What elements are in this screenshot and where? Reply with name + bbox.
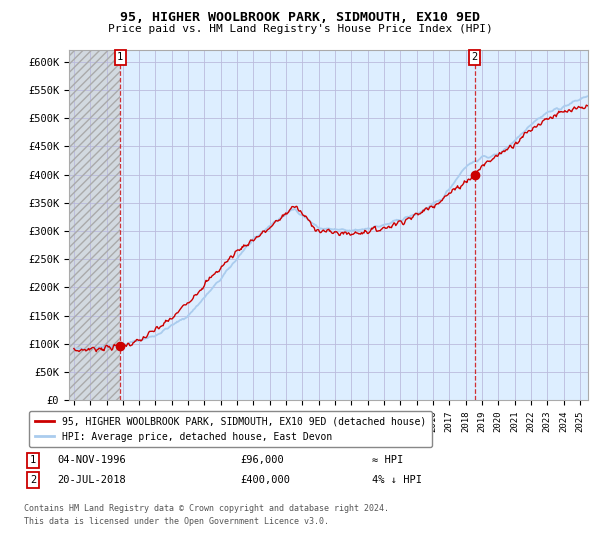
Text: 1: 1 — [117, 52, 124, 62]
Text: Price paid vs. HM Land Registry's House Price Index (HPI): Price paid vs. HM Land Registry's House … — [107, 24, 493, 34]
Legend: 95, HIGHER WOOLBROOK PARK, SIDMOUTH, EX10 9ED (detached house), HPI: Average pri: 95, HIGHER WOOLBROOK PARK, SIDMOUTH, EX1… — [29, 411, 432, 447]
Text: 04-NOV-1996: 04-NOV-1996 — [57, 455, 126, 465]
95, HIGHER WOOLBROOK PARK, SIDMOUTH, EX10 9ED (detached house) — [415, 212, 422, 218]
Text: This data is licensed under the Open Government Licence v3.0.: This data is licensed under the Open Gov… — [24, 517, 329, 526]
95, HIGHER WOOLBROOK PARK, SIDMOUTH, EX10 9ED (detached house) — [304, 215, 311, 222]
HPI: Average price, detached house, East Devon: (2.02e+03, 3.31e+05): Average price, detached house, East Devo… — [415, 210, 422, 217]
95, HIGHER WOOLBROOK PARK, SIDMOUTH, EX10 9ED (detached house) — [92, 348, 100, 355]
HPI: Average price, detached house, East Devon: (2e+03, 1.88e+05): Average price, detached house, East Devo… — [203, 291, 211, 297]
HPI: Average price, detached house, East Devon: (2.03e+03, 5.39e+05): Average price, detached house, East Devo… — [584, 93, 592, 100]
95, HIGHER WOOLBROOK PARK, SIDMOUTH, EX10 9ED (detached house) — [374, 228, 382, 235]
HPI: Average price, detached house, East Devon: (1.99e+03, 9.08e+04): Average price, detached house, East Devo… — [70, 346, 77, 352]
Text: Contains HM Land Registry data © Crown copyright and database right 2024.: Contains HM Land Registry data © Crown c… — [24, 504, 389, 513]
Text: 95, HIGHER WOOLBROOK PARK, SIDMOUTH, EX10 9ED: 95, HIGHER WOOLBROOK PARK, SIDMOUTH, EX1… — [120, 11, 480, 24]
Text: 4% ↓ HPI: 4% ↓ HPI — [372, 475, 422, 485]
Text: 2: 2 — [30, 475, 36, 485]
Line: 95, HIGHER WOOLBROOK PARK, SIDMOUTH, EX10 9ED (detached house): 95, HIGHER WOOLBROOK PARK, SIDMOUTH, EX1… — [74, 105, 588, 352]
HPI: Average price, detached house, East Devon: (1.99e+03, 8.97e+04): Average price, detached house, East Devo… — [82, 347, 89, 353]
HPI: Average price, detached house, East Devon: (2.02e+03, 4.06e+05): Average price, detached house, East Devo… — [458, 168, 466, 175]
HPI: Average price, detached house, East Devon: (2e+03, 1.27e+05): Average price, detached house, East Devo… — [162, 325, 169, 332]
Text: 20-JUL-2018: 20-JUL-2018 — [57, 475, 126, 485]
95, HIGHER WOOLBROOK PARK, SIDMOUTH, EX10 9ED (detached house) — [584, 102, 592, 109]
95, HIGHER WOOLBROOK PARK, SIDMOUTH, EX10 9ED (detached house) — [458, 182, 466, 189]
Line: HPI: Average price, detached house, East Devon: HPI: Average price, detached house, East… — [74, 96, 588, 350]
Text: 1: 1 — [30, 455, 36, 465]
Text: ≈ HPI: ≈ HPI — [372, 455, 403, 465]
HPI: Average price, detached house, East Devon: (2.01e+03, 3.08e+05): Average price, detached house, East Devo… — [374, 223, 382, 230]
Text: 2: 2 — [472, 52, 478, 62]
HPI: Average price, detached house, East Devon: (2.01e+03, 3.21e+05): Average price, detached house, East Devo… — [304, 216, 311, 222]
95, HIGHER WOOLBROOK PARK, SIDMOUTH, EX10 9ED (detached house) — [162, 317, 169, 324]
Bar — [69, 50, 120, 400]
Bar — [69, 50, 120, 400]
95, HIGHER WOOLBROOK PARK, SIDMOUTH, EX10 9ED (detached house) — [583, 102, 590, 109]
95, HIGHER WOOLBROOK PARK, SIDMOUTH, EX10 9ED (detached house) — [70, 345, 77, 352]
95, HIGHER WOOLBROOK PARK, SIDMOUTH, EX10 9ED (detached house) — [203, 278, 211, 284]
Text: £400,000: £400,000 — [240, 475, 290, 485]
Text: £96,000: £96,000 — [240, 455, 284, 465]
